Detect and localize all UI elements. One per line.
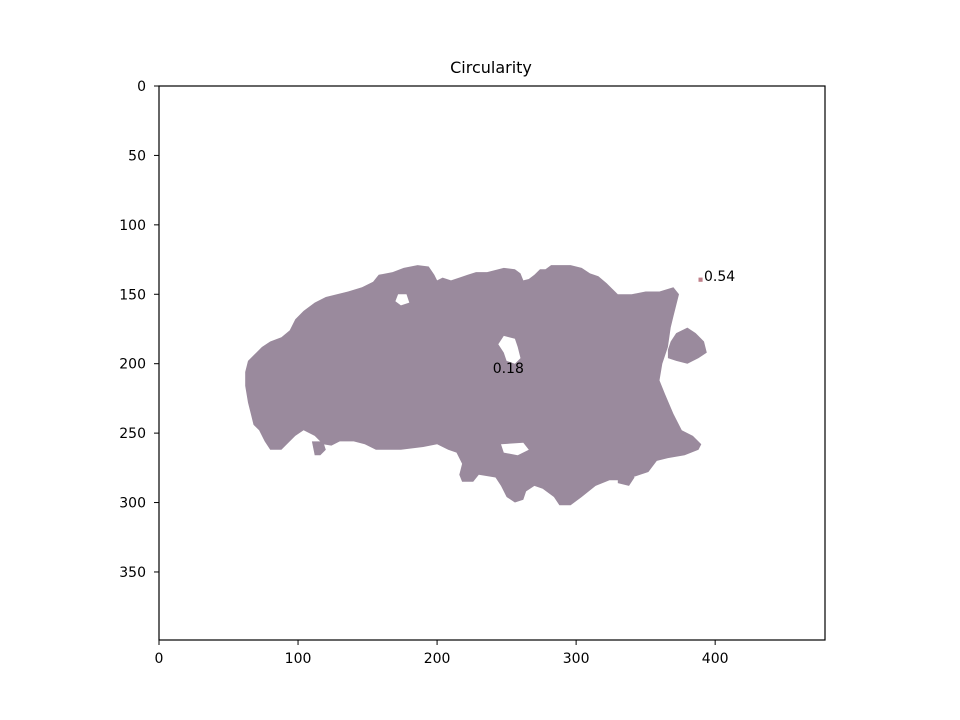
x-tick-label: 0: [155, 651, 164, 667]
circularity-label-2: 0.54: [704, 269, 735, 285]
x-tick-label: 300: [563, 651, 590, 667]
plot-frame: [158, 85, 826, 641]
chart-title: Circularity: [450, 58, 532, 77]
y-tick-label: 150: [119, 287, 146, 303]
region-1-fragment-2: [617, 441, 635, 464]
y-tick-label: 50: [128, 148, 146, 164]
region-1: [245, 265, 702, 506]
circularity-label-1: 0.18: [493, 361, 524, 377]
regions-layer: [245, 265, 707, 506]
x-axis: 0 100 200 300 400: [155, 640, 729, 667]
y-axis: 0 50 100 150 200 250 300 350: [119, 79, 159, 581]
region-1-fragment-1: [667, 327, 707, 364]
annotations-layer: 0.18 0.54: [493, 269, 736, 377]
y-tick-label: 300: [119, 496, 146, 512]
y-tick-label: 100: [119, 218, 146, 234]
x-tick-label: 400: [702, 651, 729, 667]
x-tick-label: 100: [285, 651, 312, 667]
region-1-fragment-4: [311, 441, 326, 456]
region-2: [698, 277, 703, 282]
region-1-fragment-3: [617, 469, 635, 486]
plot-area: 0.18 0.54: [158, 85, 826, 641]
y-tick-label: 250: [119, 426, 146, 442]
y-tick-label: 200: [119, 357, 146, 373]
y-tick-label: 0: [137, 79, 146, 95]
y-tick-label: 350: [119, 565, 146, 581]
x-tick-label: 200: [424, 651, 451, 667]
